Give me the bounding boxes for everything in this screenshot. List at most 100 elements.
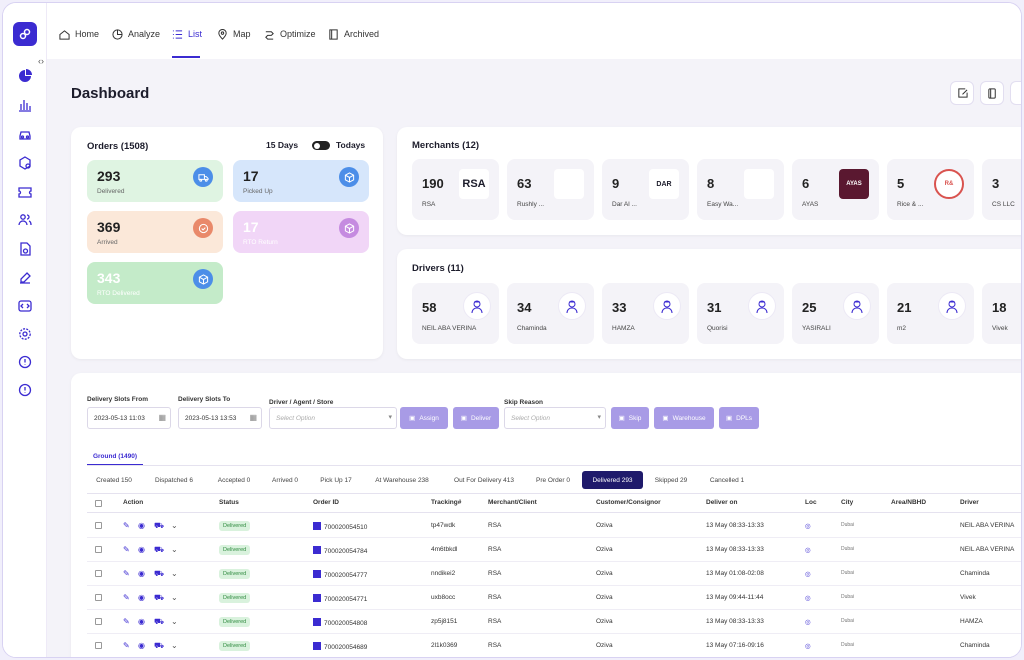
slots-to-input[interactable]: 2023-05-13 13:53 ▦ <box>178 407 262 429</box>
todays-toggle[interactable] <box>312 141 330 150</box>
alert-icon[interactable] <box>16 353 34 371</box>
stat-delivered[interactable]: 293 Delivered <box>87 160 223 202</box>
pie-chart-icon[interactable] <box>16 67 34 85</box>
truck-icon[interactable]: ⛟ <box>154 545 165 554</box>
table-row[interactable]: ✎ ◉ ⛟ ⌄ Delivered 700020054784 4m6tbkdl … <box>87 538 1021 562</box>
stat-rto-delivered[interactable]: 343 RTO Delivered <box>87 262 223 304</box>
stat-picked-up[interactable]: 17 Picked Up <box>233 160 369 202</box>
tab-accepted[interactable]: Accepted 0 <box>217 476 251 484</box>
merchant-tile[interactable]: 5 Rice & ... R& <box>887 159 974 220</box>
calendar-icon[interactable]: ▦ <box>158 413 166 422</box>
chevron-down-icon[interactable]: ⌄ <box>171 521 178 530</box>
location-pin-icon[interactable]: ◎ <box>805 523 811 530</box>
tab-cancelled[interactable]: Cancelled 1 <box>709 476 745 484</box>
row-checkbox[interactable] <box>95 594 102 601</box>
code-icon[interactable] <box>16 297 34 315</box>
nav-analyze[interactable]: Analyze <box>112 27 160 41</box>
deliver-button[interactable]: ▣ Deliver <box>453 407 499 429</box>
tab-at-warehouse[interactable]: At Warehouse 238 <box>375 476 429 484</box>
chevron-down-icon[interactable]: ⌄ <box>171 569 178 578</box>
view-icon[interactable]: ◉ <box>138 545 145 554</box>
view-icon[interactable]: ◉ <box>138 569 145 578</box>
driver-tile[interactable]: 31 Quorisi <box>697 283 784 344</box>
table-row[interactable]: ✎ ◉ ⛟ ⌄ Delivered 700020054777 nndikei2 … <box>87 562 1021 586</box>
merchant-tile[interactable]: 190 RSA RSA <box>412 159 499 220</box>
dpls-button[interactable]: ▣ DPLs <box>719 407 759 429</box>
edit-icon[interactable]: ✎ <box>123 545 130 554</box>
warehouse-button[interactable]: ▣ Warehouse <box>654 407 714 429</box>
order-id-cell[interactable]: 700020054777 <box>313 570 367 579</box>
location-pin-icon[interactable]: ◎ <box>805 619 811 626</box>
skip-reason-select[interactable]: Select Option ▾ <box>504 407 606 429</box>
edit-icon[interactable] <box>16 269 34 287</box>
edit-icon[interactable]: ✎ <box>123 641 130 650</box>
tab-pre-order[interactable]: Pre Order 0 <box>536 476 570 484</box>
table-row[interactable]: ✎ ◉ ⛟ ⌄ Delivered 700020054771 uxb8occ R… <box>87 586 1021 610</box>
calendar-icon[interactable]: ▦ <box>249 413 257 422</box>
order-id-cell[interactable]: 700020054771 <box>313 594 367 603</box>
users-icon[interactable] <box>16 211 34 229</box>
driver-tile[interactable]: 58 NEIL ABA VERINA <box>412 283 499 344</box>
tab-skipped[interactable]: Skipped 29 <box>654 476 688 484</box>
row-checkbox[interactable] <box>95 546 102 553</box>
skip-button[interactable]: ▣ Skip <box>611 407 649 429</box>
view-icon[interactable]: ◉ <box>138 641 145 650</box>
bar-chart-icon[interactable] <box>16 96 34 114</box>
edit-icon[interactable]: ✎ <box>123 569 130 578</box>
edit-icon[interactable]: ✎ <box>123 521 130 530</box>
merchant-tile[interactable]: 8 Easy Wa... <box>697 159 784 220</box>
edit-icon[interactable]: ✎ <box>123 617 130 626</box>
chevron-down-icon[interactable]: ⌄ <box>171 641 178 650</box>
chevron-down-icon[interactable]: ⌄ <box>171 593 178 602</box>
table-row[interactable]: ✎ ◉ ⛟ ⌄ Delivered 700020054808 zp5j8151 … <box>87 610 1021 634</box>
collapse-sidebar-icon[interactable]: ‹› <box>38 56 44 66</box>
copy-button[interactable] <box>980 81 1004 105</box>
app-logo[interactable] <box>13 22 37 46</box>
car-icon[interactable] <box>16 125 34 143</box>
export-button[interactable] <box>950 81 974 105</box>
driver-tile[interactable]: 25 YASIRALI <box>792 283 879 344</box>
nav-archived[interactable]: Archived <box>328 27 379 41</box>
order-id-cell[interactable]: 700020054784 <box>313 546 367 555</box>
edit-icon[interactable]: ✎ <box>123 593 130 602</box>
truck-icon[interactable]: ⛟ <box>154 593 165 602</box>
driver-tile[interactable]: 34 Chaminda <box>507 283 594 344</box>
nav-home[interactable]: Home <box>59 27 99 41</box>
truck-icon[interactable]: ⛟ <box>154 641 165 650</box>
driver-select[interactable]: Select Option ▾ <box>269 407 397 429</box>
row-checkbox[interactable] <box>95 570 102 577</box>
driver-tile[interactable]: 21 m2 <box>887 283 974 344</box>
table-row[interactable]: ✎ ◉ ⛟ ⌄ Delivered 700020054689 2l1k0369 … <box>87 634 1021 657</box>
order-id-cell[interactable]: 700020054689 <box>313 642 367 651</box>
stat-arrived[interactable]: 369 Arrived <box>87 211 223 253</box>
truck-icon[interactable]: ⛟ <box>154 569 165 578</box>
table-row[interactable]: ✎ ◉ ⛟ ⌄ Delivered 700020054510 tp47wdk R… <box>87 514 1021 538</box>
assign-button[interactable]: ▣ Assign <box>400 407 448 429</box>
merchant-tile[interactable]: 3 CS LLC <box>982 159 1021 220</box>
driver-tile[interactable]: 18 Vivek <box>982 283 1021 344</box>
order-id-cell[interactable]: 700020054510 <box>313 522 367 531</box>
location-pin-icon[interactable]: ◎ <box>805 547 811 554</box>
order-id-cell[interactable]: 700020054808 <box>313 618 367 627</box>
slots-from-input[interactable]: 2023-05-13 11:03 ▦ <box>87 407 171 429</box>
tab-delivered[interactable]: Delivered 293 <box>582 471 643 489</box>
location-pin-icon[interactable]: ◎ <box>805 571 811 578</box>
view-icon[interactable]: ◉ <box>138 617 145 626</box>
row-checkbox[interactable] <box>95 642 102 649</box>
package-search-icon[interactable] <box>16 154 34 172</box>
location-pin-icon[interactable]: ◎ <box>805 595 811 602</box>
merchant-tile[interactable]: 63 Rushly ... <box>507 159 594 220</box>
select-all-checkbox[interactable] <box>95 500 102 507</box>
view-icon[interactable]: ◉ <box>138 521 145 530</box>
location-pin-icon[interactable]: ◎ <box>805 643 811 650</box>
row-checkbox[interactable] <box>95 618 102 625</box>
tab-pick-up[interactable]: Pick Up 17 <box>320 476 352 484</box>
nav-optimize[interactable]: Optimize <box>264 27 316 41</box>
tab-dispatched[interactable]: Dispatched 6 <box>155 476 193 484</box>
document-clock-icon[interactable] <box>16 240 34 258</box>
truck-icon[interactable]: ⛟ <box>154 617 165 626</box>
ticket-icon[interactable] <box>16 183 34 201</box>
nav-map[interactable]: Map <box>217 27 251 41</box>
tab-ground[interactable]: Ground (1490) <box>87 449 143 465</box>
tab-created[interactable]: Created 150 <box>96 476 132 484</box>
